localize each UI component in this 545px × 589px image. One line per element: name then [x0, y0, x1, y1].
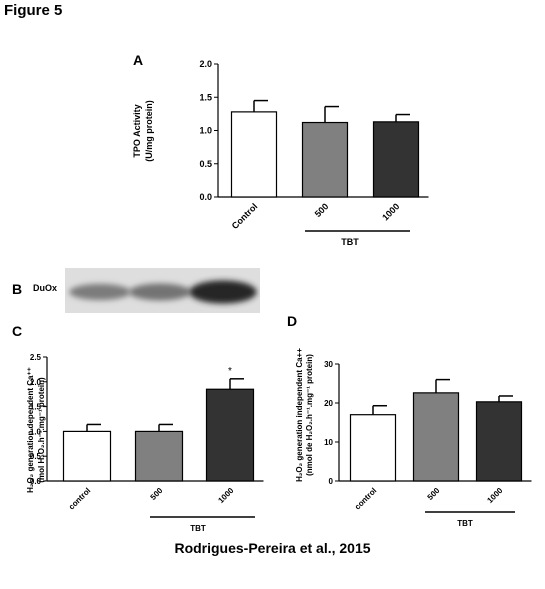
group-label: TBT	[341, 237, 359, 247]
bar	[205, 388, 255, 482]
y-tick-label: 0.5	[30, 452, 42, 461]
bar	[62, 430, 112, 482]
blot-band	[129, 283, 191, 301]
y-tick-label: 2.5	[30, 353, 42, 362]
blot-band	[69, 283, 131, 301]
panel-letter-b: B	[12, 281, 23, 297]
bar	[475, 401, 523, 482]
y-axis-label: (U/mg protein)	[144, 100, 154, 162]
y-axis-label: H₂O₂ generation independent Ca++	[295, 348, 304, 482]
blot-band	[189, 280, 257, 304]
bar	[301, 121, 349, 198]
significance-marker: *	[228, 366, 232, 377]
y-axis-label: H₂O₂ generation dependent Ca⁺⁺	[26, 367, 35, 493]
y-tick-label: 0.5	[199, 159, 212, 169]
x-tick-label: control	[353, 486, 379, 512]
western-blot-image	[65, 268, 260, 313]
y-tick-label: 10	[324, 438, 333, 447]
group-label: TBT	[190, 524, 206, 533]
panel-letter-c: C	[12, 323, 23, 339]
x-tick-label: 1000	[485, 486, 504, 505]
figure-footer: Rodrigues-Pereira et al., 2015	[174, 540, 371, 556]
bar	[230, 111, 278, 198]
panel-letter-a: A	[133, 52, 144, 68]
y-tick-label: 1.0	[30, 427, 42, 436]
group-label: TBT	[457, 519, 473, 528]
y-tick-label: 0.0	[199, 192, 212, 202]
y-axis-label: (nmol de H₂O₂.h⁻¹.mg⁻¹ protein)	[305, 354, 314, 476]
figure-title: Figure 5	[4, 2, 63, 19]
y-tick-label: 2.0	[30, 378, 42, 387]
y-tick-label: 1.0	[199, 126, 212, 136]
y-tick-label: 30	[324, 360, 333, 369]
y-axis-label: (mol H₂O₂.h⁻¹.mg⁻¹ protein)	[37, 377, 46, 483]
y-tick-label: 0	[329, 477, 334, 486]
bar	[134, 430, 184, 482]
y-tick-label: 2.0	[199, 59, 212, 69]
bar	[412, 392, 460, 482]
y-tick-label: 0.0	[30, 477, 42, 486]
blot-bands	[69, 280, 257, 304]
y-tick-label: 1.5	[199, 92, 212, 102]
x-tick-label: 500	[426, 486, 442, 502]
y-axis-label: TPO Activity	[132, 104, 142, 157]
blot-label: DuOx	[33, 283, 58, 293]
y-tick-label: 1.5	[30, 403, 42, 412]
bar	[349, 414, 397, 482]
panel-letter-d: D	[287, 313, 298, 329]
y-tick-label: 20	[324, 399, 333, 408]
bar	[372, 121, 420, 198]
